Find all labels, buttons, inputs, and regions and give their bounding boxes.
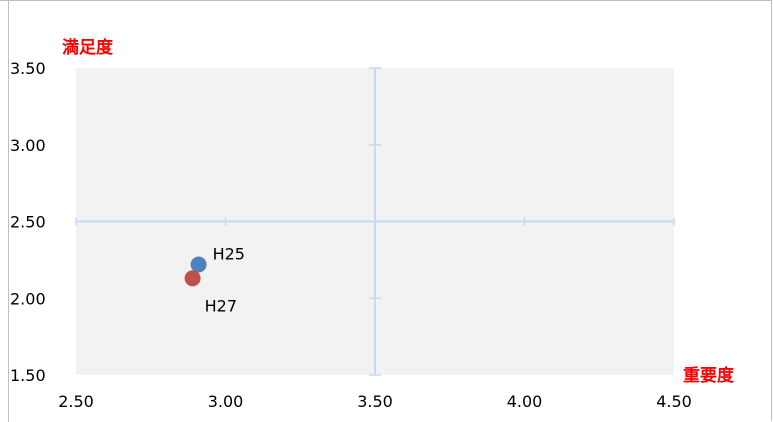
quadrant-crosshair bbox=[75, 67, 675, 376]
y-tick-label: 3.00 bbox=[10, 136, 46, 155]
x-axis-title: 重要度 bbox=[683, 365, 735, 386]
y-tick-label: 2.50 bbox=[10, 213, 46, 232]
chart-left-border bbox=[8, 0, 9, 422]
x-tick-label: 3.00 bbox=[208, 392, 244, 411]
y-axis-ticks: 1.50 2.00 2.50 3.00 3.50 bbox=[10, 59, 46, 385]
y-tick-label: 2.00 bbox=[10, 289, 46, 308]
x-tick-label: 4.00 bbox=[507, 392, 543, 411]
x-axis-ticks: 2.50 3.00 3.50 4.00 4.50 bbox=[58, 392, 692, 411]
point-h27 bbox=[184, 270, 201, 287]
x-tick-label: 2.50 bbox=[58, 392, 94, 411]
y-axis-title: 満足度 bbox=[62, 37, 114, 58]
y-tick-label: 3.50 bbox=[10, 59, 46, 78]
x-tick-label: 4.50 bbox=[656, 392, 692, 411]
point-labels: H25 H27 bbox=[205, 244, 245, 315]
point-label-h27: H27 bbox=[205, 296, 237, 315]
x-tick-label: 3.50 bbox=[357, 392, 393, 411]
point-label-h25: H25 bbox=[213, 244, 245, 263]
point-h25 bbox=[190, 256, 207, 273]
y-tick-label: 1.50 bbox=[10, 366, 46, 385]
data-points bbox=[184, 256, 207, 287]
